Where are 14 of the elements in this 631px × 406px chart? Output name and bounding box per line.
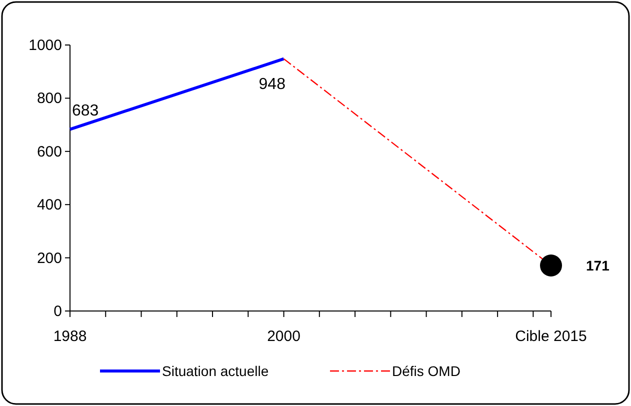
- y-tick-label: 1000: [28, 37, 62, 54]
- x-tick-label: Cible 2015: [515, 328, 587, 345]
- y-tick-label: 200: [36, 250, 62, 267]
- data-label: 948: [258, 76, 286, 93]
- legend-label: Défis OMD: [392, 363, 460, 379]
- x-tick-label: 1988: [53, 328, 87, 345]
- y-tick-label: 0: [54, 303, 62, 320]
- y-tick-label: 400: [36, 196, 62, 214]
- data-label: 171: [586, 258, 610, 274]
- x-tick-label: 2000: [267, 328, 300, 345]
- data-label: 683: [72, 102, 99, 120]
- y-tick-label: 600: [36, 143, 62, 160]
- y-tick-label: 800: [36, 90, 62, 108]
- legend-label: Situation actuelle: [162, 363, 269, 379]
